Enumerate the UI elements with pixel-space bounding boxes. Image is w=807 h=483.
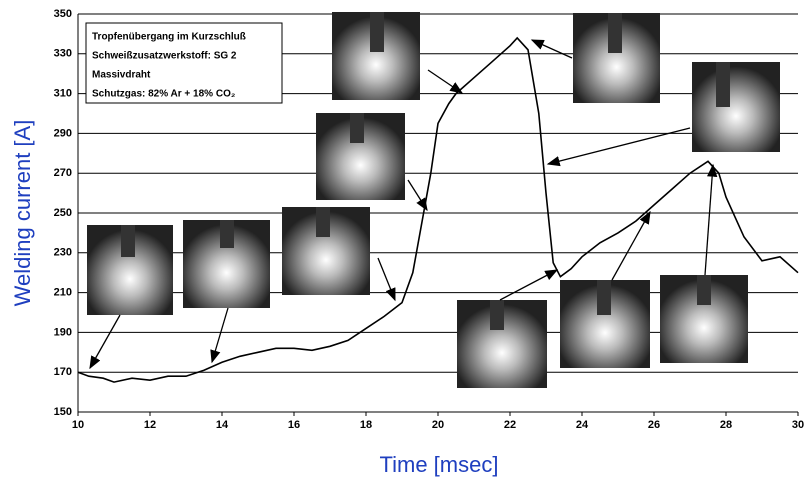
x-tick-label: 14 <box>216 419 229 431</box>
y-tick-label: 270 <box>54 167 72 179</box>
x-tick-label: 20 <box>432 419 444 431</box>
x-tick-label: 30 <box>792 419 804 431</box>
x-tick-label: 24 <box>576 419 589 431</box>
x-tick-label: 18 <box>360 419 372 431</box>
y-tick-label: 230 <box>54 247 72 259</box>
y-tick-label: 190 <box>54 326 72 338</box>
y-tick-label: 210 <box>54 287 72 299</box>
y-tick-label: 350 <box>54 8 72 20</box>
annotation: Schutzgas: 82% Ar + 18% CO₂ <box>92 89 235 100</box>
annotation: Tropfenübergang im Kurzschluß <box>92 32 246 43</box>
data-line <box>77 36 799 383</box>
annotation-box <box>85 22 283 104</box>
y-tick-label: 290 <box>54 127 72 139</box>
y-axis-label: Welding current [A] <box>10 120 35 307</box>
x-tick-label: 22 <box>504 419 516 431</box>
annotation: Massivdraht <box>92 70 151 81</box>
y-tick-label: 170 <box>54 366 72 378</box>
x-tick-label: 16 <box>288 419 300 431</box>
x-tick-label: 28 <box>720 419 732 431</box>
y-tick-label: 310 <box>54 88 72 100</box>
x-tick-label: 26 <box>648 419 660 431</box>
y-tick-label: 330 <box>54 48 72 60</box>
photos <box>87 12 780 388</box>
arrows <box>89 39 718 370</box>
y-tick-label: 250 <box>54 207 72 219</box>
x-axis-label: Time [msec] <box>380 452 499 477</box>
annotation: Schweißzusatzwerkstoff: SG 2 <box>92 51 237 62</box>
x-tick-label: 10 <box>72 419 84 431</box>
x-tick-label: 12 <box>144 419 156 431</box>
y-tick-label: 150 <box>54 406 72 418</box>
